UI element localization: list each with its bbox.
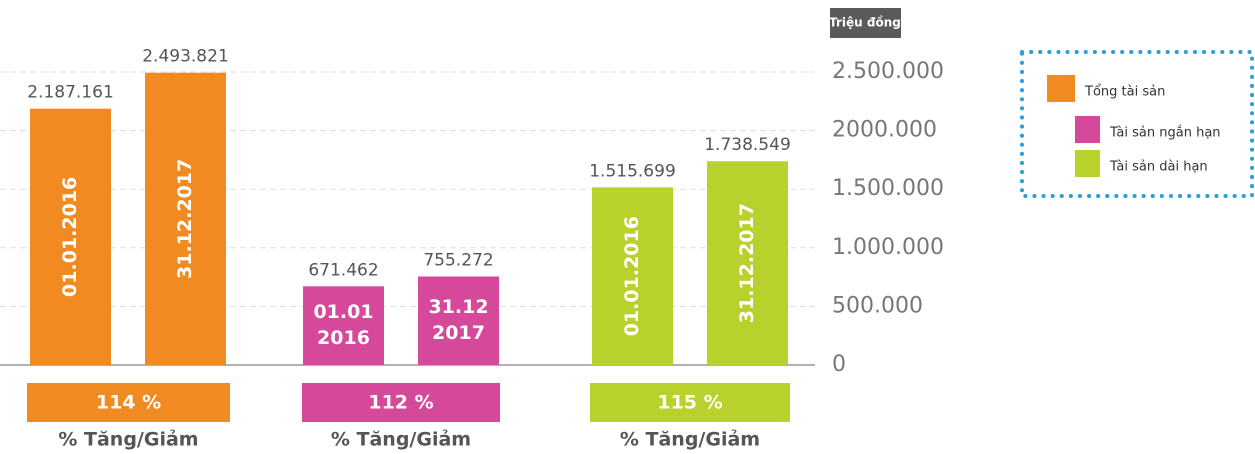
- bar-label: 31.12.2017: [736, 203, 758, 323]
- y-tick-label: 1.000.000: [832, 235, 944, 260]
- bar-label: 31.12: [428, 296, 488, 318]
- change-box: [302, 383, 500, 422]
- legend-swatch: [1075, 150, 1100, 177]
- bar: [707, 161, 788, 365]
- legend-label: Tổng tài sản: [1084, 85, 1165, 100]
- legend-label: Tài sản ngắn hạn: [1109, 126, 1221, 141]
- bar-label: 2017: [432, 322, 485, 344]
- value-label: 671.462: [308, 260, 378, 280]
- unit-box: [830, 8, 901, 38]
- bar-label: 2016: [317, 327, 370, 349]
- y-tick-label: 2.500.000: [832, 59, 944, 84]
- bar: [592, 187, 673, 365]
- change-label: 114 %: [96, 392, 161, 414]
- bar-label: 31.12.2017: [174, 159, 196, 279]
- change-caption: % Tăng/Giảm: [620, 429, 760, 451]
- change-caption: % Tăng/Giảm: [58, 429, 198, 451]
- bar-label: 01.01.2016: [59, 177, 81, 297]
- value-label: 1.515.699: [589, 161, 676, 181]
- legend-box: [1020, 50, 1254, 198]
- y-tick-label: 0: [832, 352, 846, 377]
- bar: [30, 108, 111, 365]
- legend-swatch: [1047, 75, 1075, 102]
- bar: [418, 276, 499, 365]
- change-box: [27, 383, 230, 422]
- value-label: 2.187.161: [27, 83, 114, 103]
- bar-label: 01.01: [313, 301, 373, 323]
- legend-swatch: [1075, 116, 1100, 143]
- change-label: 115 %: [657, 392, 722, 414]
- bar: [145, 72, 226, 365]
- y-tick-label: 500.000: [832, 293, 923, 318]
- value-label: 755.272: [423, 250, 493, 270]
- change-caption: % Tăng/Giảm: [331, 429, 471, 451]
- bar: [303, 286, 384, 365]
- value-label: 1.738.549: [704, 135, 791, 155]
- legend-label: Tài sản dài hạn: [1109, 160, 1208, 175]
- change-label: 112 %: [368, 392, 433, 414]
- y-tick-label: 1.500.000: [832, 176, 944, 201]
- y-axis-label: Triệu đồng: [829, 16, 901, 30]
- y-tick-label: 2000.000: [832, 118, 937, 143]
- change-box: [590, 383, 790, 422]
- value-label: 2.493.821: [142, 47, 229, 67]
- bar-label: 01.01.2016: [621, 216, 643, 336]
